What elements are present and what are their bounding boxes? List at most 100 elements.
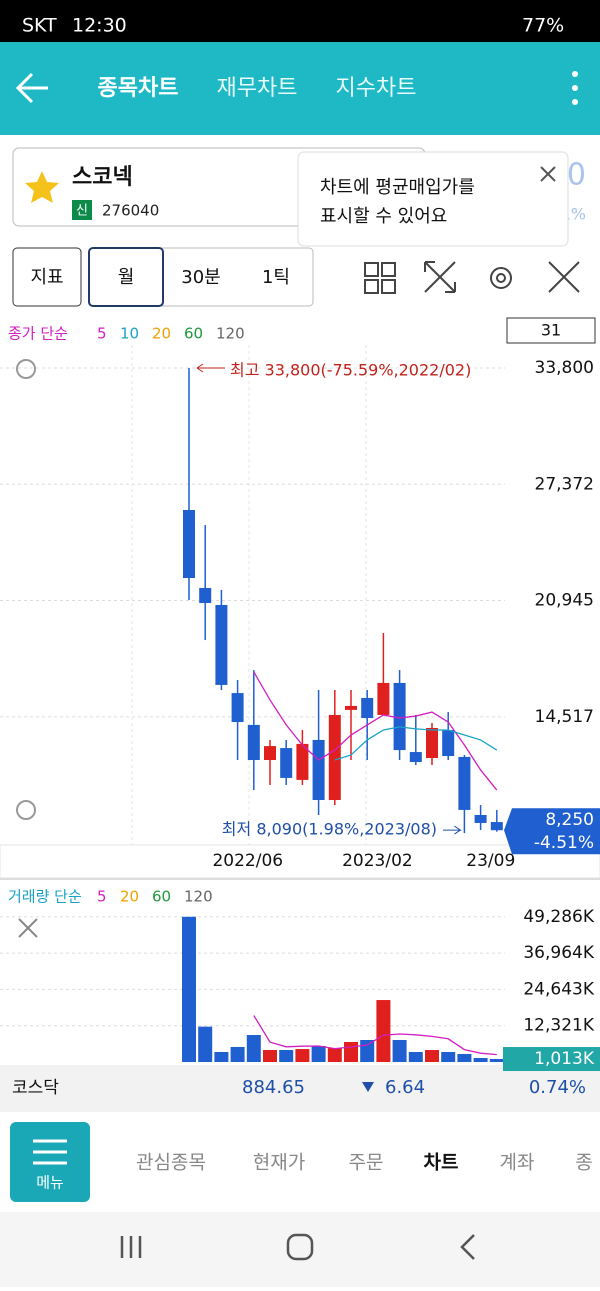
tool-icons[interactable] [364,261,580,294]
header-tab[interactable]: 지수차트 [336,76,417,101]
y-tick-label: 36,964K [523,943,594,963]
volume-bar [246,1035,261,1062]
back-button[interactable] [15,72,48,104]
volume-bar [360,1039,375,1062]
current-volume-box [503,1047,600,1072]
nav-tab[interactable]: 종 [575,1152,592,1174]
zoom-out[interactable] [16,800,36,820]
x-tick-label: 2023/02 [342,851,413,871]
volume-bar [198,1026,213,1062]
toolbar-button[interactable]: 월 [118,267,135,288]
nav-tab[interactable]: 관심종목 [136,1152,206,1174]
candle-body [183,510,195,579]
battery: 77% [522,15,564,37]
index-rate: 0.74% [529,1077,586,1098]
ma5-line [253,671,498,791]
index-value: 884.65 [242,1077,305,1098]
header [0,42,600,135]
candle-body [426,727,438,759]
header-tab[interactable]: 재무차트 [217,76,298,101]
more-button[interactable] [572,71,578,105]
candle-body [409,752,422,763]
nav-tab[interactable]: 주문 [349,1152,384,1174]
market-badge [72,200,92,220]
legend-period: 5 [97,888,107,906]
volume-bar [489,1059,504,1062]
legend-period: 120 [216,325,245,343]
system-nav [0,1212,600,1287]
current-volume: 1,013K [534,1049,595,1069]
market: 신 [76,204,88,219]
volume-bar [425,1050,439,1062]
stock-name: 스코넥 [72,165,133,190]
candle-body [361,697,374,719]
candle-body [215,604,228,685]
candle-body [393,682,406,751]
zoom-in[interactable] [16,359,36,379]
period-selected[interactable] [88,247,164,307]
volume-bar [279,1050,294,1062]
candle-body [199,587,212,603]
index-change: 6.64 [385,1077,425,1098]
count-box[interactable] [506,317,596,344]
legend-period: 60 [184,325,203,343]
legend-period: 60 [152,888,171,906]
candle-body [231,693,244,723]
volume-ma5-line [253,1015,497,1056]
current-price: 8,250 [545,810,594,830]
tooltip-line: 차트에 평균매입가를 [320,177,475,198]
volume-close[interactable] [18,918,38,938]
tooltip-close[interactable] [540,166,556,182]
min-label: 최저 8,090(1.98%,2023/08) [222,820,437,839]
index-name: 코스닥 [12,1078,59,1098]
x-tick-label: 23/09 [466,851,515,871]
volume-bar [230,1046,245,1062]
toolbar-button[interactable]: 지표 [30,267,63,288]
carrier: SKT [22,15,57,37]
candle-body [345,705,357,710]
candle-body [247,724,260,761]
indicator-button[interactable] [12,247,82,307]
system-buttons[interactable] [120,1233,475,1261]
volume-bar [441,1052,456,1062]
max-arrow [196,363,225,373]
stock-code: 276040 [102,202,159,220]
volume-bar [473,1057,488,1062]
nav-tab[interactable]: 계좌 [500,1152,535,1174]
count[interactable]: 31 [541,321,561,340]
volume-bar [344,1041,358,1062]
volume-bar [327,1048,342,1062]
y-tick-label: 12,321K [523,1016,594,1036]
volume-bar [182,916,196,1062]
legend-period: 10 [120,325,139,343]
legend-period: 20 [152,325,171,343]
favorite-star[interactable] [25,171,59,203]
volume-bar [392,1039,407,1062]
toolbar-button[interactable]: 30분 [181,267,220,288]
min-arrow [443,825,463,835]
candle-body [458,756,471,810]
max-label: 최고 33,800(-75.59%,2022/02) [230,360,471,379]
candle-body [442,729,455,757]
legend-period: 120 [184,888,213,906]
candle-body [264,746,276,761]
candle-body [280,748,293,778]
time: 12:30 [72,15,127,37]
legend-label: 거래량 단순 [8,888,82,906]
volume-bar [263,1050,277,1062]
status-bar [0,0,600,42]
y-tick-label: 33,800 [535,358,594,378]
volume-bar [295,1049,310,1062]
volume-bar [214,1051,229,1062]
toolbar-button[interactable]: 1틱 [262,267,290,288]
current-price-box [504,808,600,855]
nav-tab[interactable]: 차트 [424,1152,459,1174]
y-tick-label: 14,517 [535,707,594,727]
header-tab[interactable]: 종목차트 [98,76,179,101]
nav-tab[interactable]: 현재가 [253,1152,305,1174]
tooltip-line: 표시할 수 있어요 [320,206,447,227]
index-bar [0,1065,600,1112]
volume-bar [408,1052,423,1062]
legend-label: 종가 단순 [8,325,68,343]
